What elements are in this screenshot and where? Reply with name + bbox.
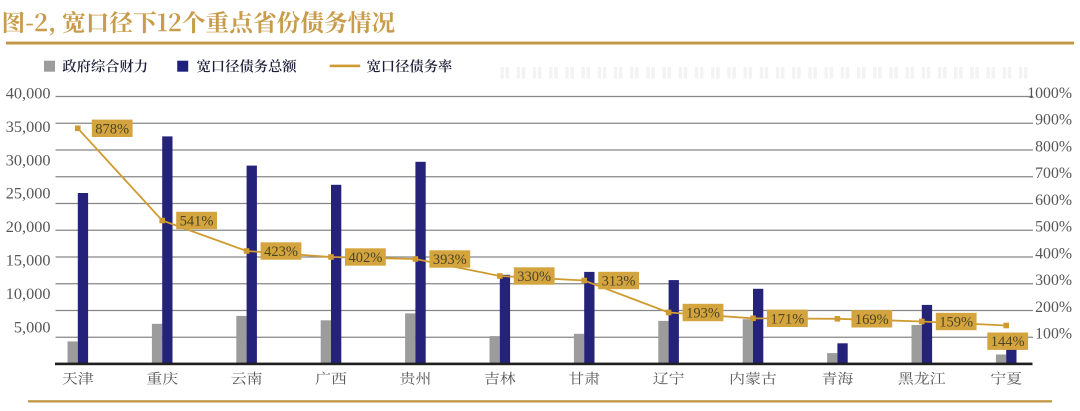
svg-text:5,000: 5,000	[14, 318, 51, 337]
svg-text:423%: 423%	[264, 244, 298, 260]
svg-text:800%: 800%	[1035, 138, 1072, 155]
svg-text:40,000: 40,000	[6, 83, 51, 102]
svg-text:330%: 330%	[517, 269, 551, 285]
svg-text:300%: 300%	[1035, 272, 1072, 289]
svg-text:100%: 100%	[1035, 326, 1072, 343]
svg-text:159%: 159%	[939, 315, 973, 331]
svg-text:313%: 313%	[602, 274, 636, 290]
svg-text:25,000: 25,000	[6, 184, 51, 203]
svg-text:35,000: 35,000	[6, 117, 51, 136]
svg-text:10,000: 10,000	[6, 284, 51, 303]
svg-text:700%: 700%	[1035, 165, 1072, 182]
svg-text:169%: 169%	[855, 312, 889, 328]
svg-text:500%: 500%	[1035, 219, 1072, 236]
svg-text:541%: 541%	[180, 214, 214, 230]
svg-text:15,000: 15,000	[6, 251, 51, 270]
svg-text:878%: 878%	[95, 121, 129, 137]
svg-text:402%: 402%	[348, 250, 382, 266]
svg-text:171%: 171%	[770, 311, 804, 327]
svg-text:1000%: 1000%	[1027, 85, 1072, 102]
svg-text:600%: 600%	[1035, 192, 1072, 209]
svg-text:200%: 200%	[1035, 299, 1072, 316]
svg-text:393%: 393%	[433, 252, 467, 268]
svg-text:30,000: 30,000	[6, 150, 51, 169]
svg-text:20,000: 20,000	[6, 217, 51, 236]
svg-text:400%: 400%	[1035, 245, 1072, 262]
svg-text:900%: 900%	[1035, 112, 1072, 129]
svg-text:193%: 193%	[686, 306, 720, 322]
svg-text:144%: 144%	[991, 334, 1025, 350]
